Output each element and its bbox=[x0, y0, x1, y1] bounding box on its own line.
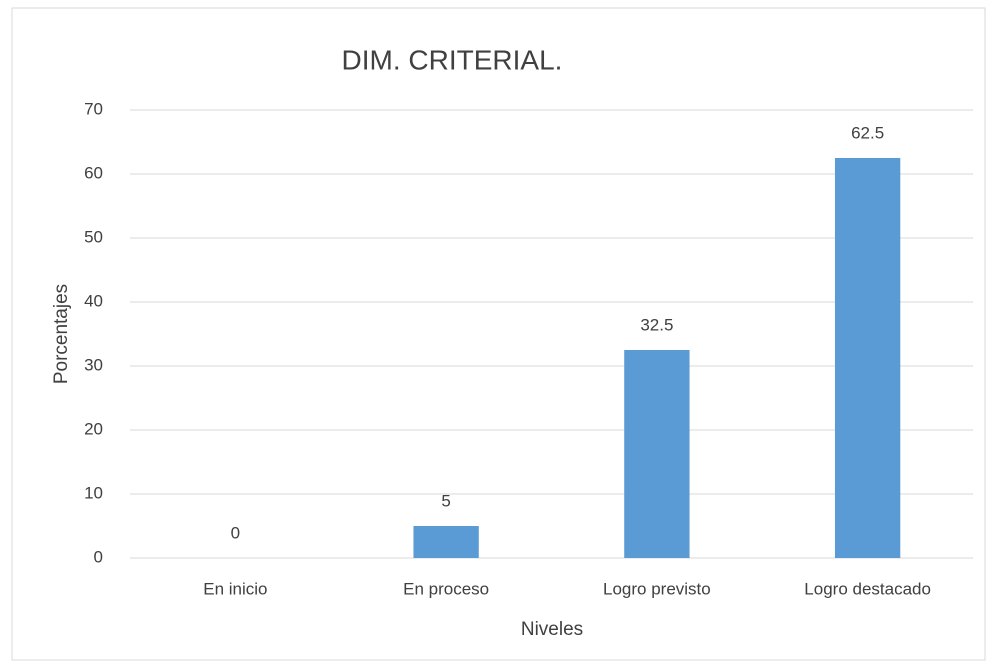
x-tick-label: Logro destacado bbox=[804, 579, 931, 598]
y-tick-label: 0 bbox=[94, 547, 103, 566]
y-tick-label: 50 bbox=[84, 227, 103, 246]
x-tick-label: Logro previsto bbox=[603, 579, 711, 598]
y-tick-label: 60 bbox=[84, 163, 103, 182]
x-tick-label: En proceso bbox=[403, 579, 489, 598]
y-tick-label: 30 bbox=[84, 355, 103, 374]
x-axis-label: Niveles bbox=[521, 619, 583, 640]
bar bbox=[624, 350, 690, 558]
chart-title: DIM. CRITERIAL. bbox=[342, 44, 563, 75]
bar bbox=[834, 158, 901, 558]
chart-border bbox=[11, 7, 986, 661]
data-label: 0 bbox=[231, 523, 240, 542]
x-tick-label: En inicio bbox=[203, 579, 267, 598]
y-tick-label: 40 bbox=[84, 291, 103, 310]
data-label: 62.5 bbox=[851, 123, 884, 142]
data-label: 5 bbox=[441, 491, 450, 510]
y-axis-label: Porcentajes bbox=[51, 284, 72, 384]
y-tick-label: 70 bbox=[84, 99, 103, 118]
y-tick-label: 20 bbox=[84, 419, 103, 438]
bar bbox=[413, 526, 479, 558]
data-label: 32.5 bbox=[640, 315, 673, 334]
y-tick-label: 10 bbox=[84, 483, 103, 502]
